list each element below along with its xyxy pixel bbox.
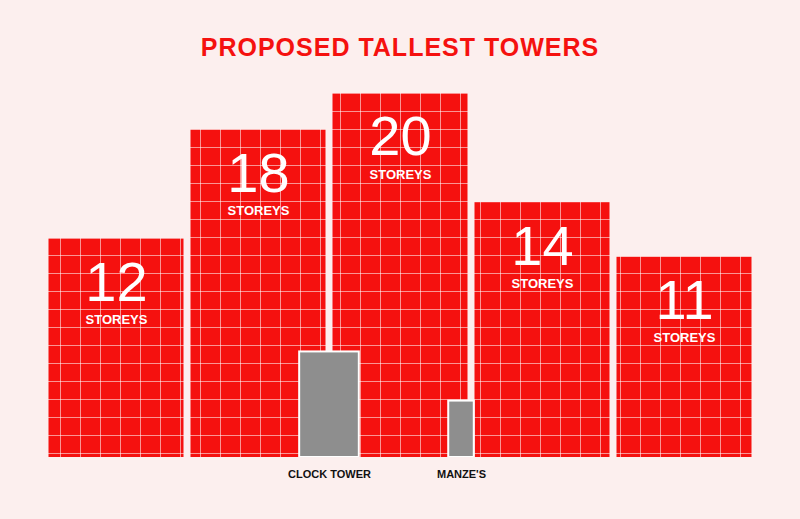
svg-text:STOREYS: STOREYS [228,203,290,218]
svg-text:11: 11 [655,268,713,331]
svg-text:CLOCK TOWER: CLOCK TOWER [288,468,371,480]
svg-text:STOREYS: STOREYS [654,330,716,345]
html-text:PROPOSED TALLEST TOWERS: PROPOSED TALLEST TOWERS [200,33,600,61]
svg-text:STOREYS: STOREYS [512,276,574,291]
svg-text:MANZE'S: MANZE'S [437,468,486,480]
svg-text:18: 18 [227,141,289,204]
svg-text:12: 12 [85,250,147,313]
svg-text:14: 14 [511,214,573,277]
svg-text:20: 20 [369,104,431,167]
svg-text:STOREYS: STOREYS [370,167,432,182]
svg-text:STOREYS: STOREYS [86,312,148,327]
